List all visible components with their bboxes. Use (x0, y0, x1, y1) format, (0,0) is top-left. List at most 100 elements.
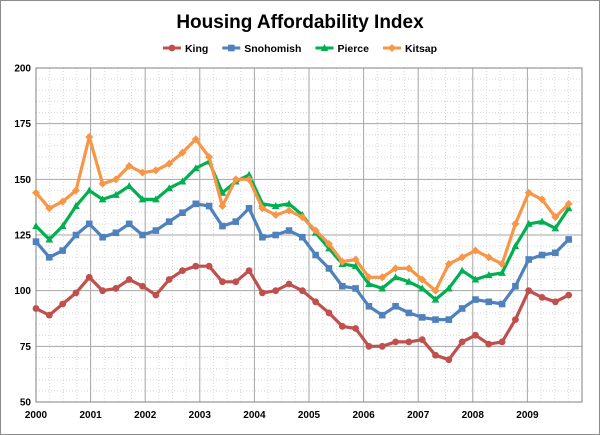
data-point-pierce (72, 202, 80, 210)
data-point-snohomish (365, 302, 373, 310)
data-point-snohomish (232, 218, 240, 225)
x-axis-tick-labels: 2000 2001 2002 2003 2004 2005 2006 2007 2008 2009 (25, 410, 539, 421)
data-point-king (205, 262, 213, 270)
data-point-snohomish (192, 200, 200, 208)
data-point-pierce (511, 242, 520, 250)
legend-marker-snohomish (227, 44, 235, 52)
data-point-king (405, 338, 413, 346)
data-point-kitsap (98, 179, 107, 188)
data-point-snohomish (538, 251, 546, 259)
y-tick-label: 50 (20, 398, 32, 409)
data-point-king (272, 287, 280, 295)
data-point-king (112, 285, 120, 292)
data-point-king (565, 291, 573, 299)
legend-item-king: King (162, 43, 208, 55)
data-point-snohomish (139, 231, 146, 239)
data-point-kitsap (364, 273, 373, 282)
data-point-snohomish (165, 218, 173, 225)
legend-marker-pierce (320, 44, 329, 51)
data-point-king (365, 342, 373, 350)
data-point-king (139, 282, 146, 290)
data-point-snohomish (458, 305, 466, 312)
data-point-pierce (391, 273, 400, 281)
data-point-snohomish (525, 256, 533, 263)
data-point-kitsap (538, 195, 547, 204)
data-point-kitsap (32, 188, 40, 197)
data-point-kitsap (471, 246, 480, 255)
y-tick-label: 175 (14, 119, 31, 130)
data-point-kitsap (431, 286, 440, 295)
data-point-king (32, 305, 40, 312)
data-point-kitsap (231, 175, 240, 184)
data-point-snohomish (405, 309, 413, 317)
x-tick-label: 2009 (516, 410, 539, 421)
y-tick-label: 100 (14, 286, 31, 297)
data-point-king (72, 289, 80, 297)
legend-item-snohomish: Snohomish (222, 43, 301, 55)
data-point-snohomish (512, 282, 519, 290)
data-point-kitsap (444, 259, 453, 268)
x-tick-label: 2001 (79, 410, 102, 421)
data-point-king (378, 342, 386, 350)
data-point-pierce (32, 222, 40, 230)
data-point-kitsap (165, 159, 174, 168)
data-point-kitsap (498, 259, 507, 268)
data-point-snohomish (72, 231, 80, 239)
data-point-king (418, 336, 426, 344)
data-point-snohomish (245, 204, 253, 212)
data-point-king (219, 278, 226, 286)
data-point-king (432, 351, 439, 359)
data-point-kitsap (191, 135, 200, 144)
data-point-pierce (351, 262, 360, 270)
data-point-king (298, 287, 306, 295)
data-point-snohomish (219, 222, 226, 230)
legend-item-pierce: Pierce (315, 43, 369, 55)
data-point-snohomish (445, 316, 453, 323)
data-point-king (312, 298, 320, 306)
legend-label-kitsap: Kitsap (405, 43, 437, 55)
data-point-kitsap (71, 186, 80, 195)
data-point-king (498, 338, 506, 346)
data-point-pierce (165, 184, 173, 192)
data-point-pierce (58, 222, 67, 230)
data-point-snohomish (392, 302, 399, 310)
data-point-kitsap (205, 153, 214, 162)
data-point-snohomish (338, 282, 346, 290)
data-point-kitsap (511, 219, 520, 228)
legend-label-king: King (185, 43, 208, 55)
data-point-pierce (551, 224, 560, 232)
data-point-snohomish (205, 202, 213, 210)
data-point-kitsap (404, 264, 413, 273)
x-tick-label: 2007 (407, 410, 430, 421)
data-point-pierce (285, 199, 293, 207)
x-tick-label: 2000 (25, 410, 48, 421)
data-point-snohomish (85, 220, 93, 228)
data-point-kitsap (178, 148, 187, 157)
plot-border (35, 67, 583, 403)
major-gridlines (36, 68, 582, 402)
data-point-kitsap (285, 206, 294, 215)
data-point-kitsap (125, 161, 134, 170)
data-point-pierce (138, 195, 147, 203)
x-tick-label: 2002 (134, 410, 157, 421)
data-point-snohomish (485, 298, 493, 306)
data-point-king (551, 298, 559, 306)
data-point-pierce (125, 182, 134, 190)
data-point-pierce (418, 284, 426, 292)
x-tick-label: 2006 (352, 410, 375, 421)
data-point-pierce (431, 295, 440, 303)
data-point-pierce (405, 277, 413, 285)
data-point-king (485, 340, 493, 348)
data-point-kitsap (151, 166, 160, 175)
data-point-kitsap (138, 168, 147, 177)
data-point-snohomish (59, 247, 66, 254)
data-point-kitsap (58, 197, 67, 206)
data-point-king (99, 287, 106, 295)
data-point-king (59, 300, 67, 308)
data-point-snohomish (125, 220, 133, 228)
data-point-snohomish (272, 231, 280, 239)
data-point-pierce (365, 279, 373, 287)
data-point-king (338, 322, 346, 330)
legend-marker-king (168, 44, 176, 52)
x-tick-label: 2008 (462, 410, 485, 421)
